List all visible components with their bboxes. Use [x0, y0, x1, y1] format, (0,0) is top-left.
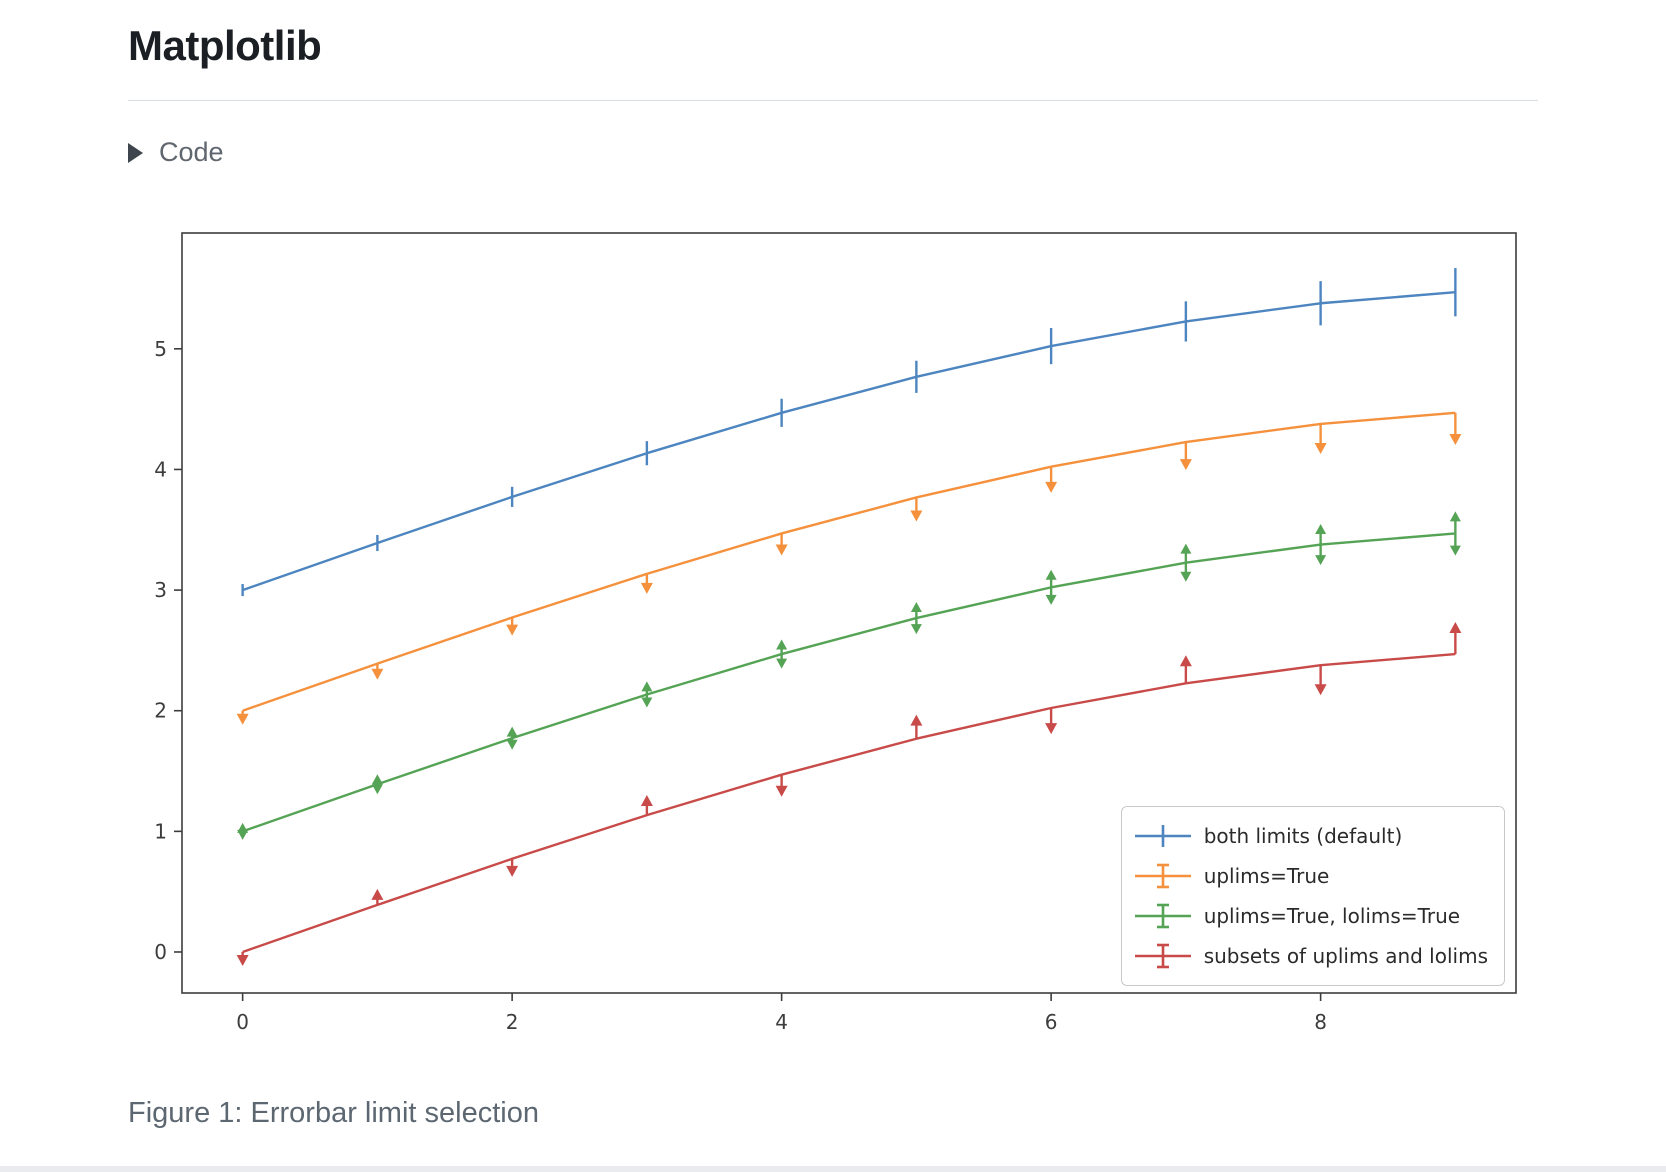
chart-legend: both limits (default) uplims=True uplims=T…	[1120, 806, 1505, 986]
y-tick-label: 3	[154, 578, 167, 602]
series-1	[236, 411, 1462, 725]
main-content: Matplotlib Code 0 2 4 6 8 0 1 2 3 4 5 both limits …	[128, 22, 1538, 1129]
y-tick-label: 4	[154, 457, 167, 481]
y-tick-label: 1	[154, 819, 167, 843]
legend-sample-icon	[1134, 943, 1191, 969]
x-tick-label: 4	[775, 1010, 788, 1034]
series-0	[241, 268, 1457, 597]
errorbar-chart: 0 2 4 6 8 0 1 2 3 4 5	[154, 232, 1517, 1034]
page-bottom-edge	[0, 1166, 1666, 1172]
legend-item-label: both limits (default)	[1203, 824, 1403, 848]
y-tick-label: 2	[154, 699, 167, 723]
legend-item: both limits (default)	[1134, 817, 1488, 855]
legend-sample-icon	[1134, 903, 1191, 929]
figure-caption: Figure 1: Errorbar limit selection	[128, 1097, 539, 1129]
page-title: Matplotlib	[128, 22, 322, 69]
code-toggle[interactable]: Code	[128, 137, 1538, 168]
series-3	[236, 621, 1462, 967]
y-tick-label: 5	[154, 337, 167, 361]
x-tick-label: 6	[1045, 1010, 1058, 1034]
legend-item-label: uplims=True, lolims=True	[1203, 904, 1461, 928]
legend-item-label: subsets of uplims and lolims	[1203, 944, 1488, 968]
y-axis: 0 1 2 3 4 5	[154, 337, 182, 964]
legend-item-label: uplims=True	[1203, 864, 1330, 888]
legend-sample-icon	[1134, 863, 1191, 889]
disclosure-triangle-icon	[128, 142, 143, 163]
x-tick-label: 0	[236, 1010, 249, 1034]
y-tick-label: 0	[154, 940, 167, 964]
series-2	[237, 511, 1461, 840]
legend-sample-icon	[1134, 825, 1191, 847]
x-axis: 0 2 4 6 8	[236, 993, 1327, 1034]
code-details: Code	[128, 137, 1538, 168]
legend-item: subsets of uplims and lolims	[1134, 937, 1488, 975]
x-tick-label: 8	[1314, 1010, 1327, 1034]
axes-frame	[181, 232, 1517, 994]
x-tick-label: 2	[506, 1010, 519, 1034]
figure: 0 2 4 6 8 0 1 2 3 4 5 both limits (default) uplims=…	[150, 216, 1520, 1061]
divider	[128, 100, 1538, 101]
legend-item: uplims=True, lolims=True	[1134, 897, 1488, 935]
code-toggle-label: Code	[159, 137, 224, 167]
legend-item: uplims=True	[1134, 857, 1488, 895]
